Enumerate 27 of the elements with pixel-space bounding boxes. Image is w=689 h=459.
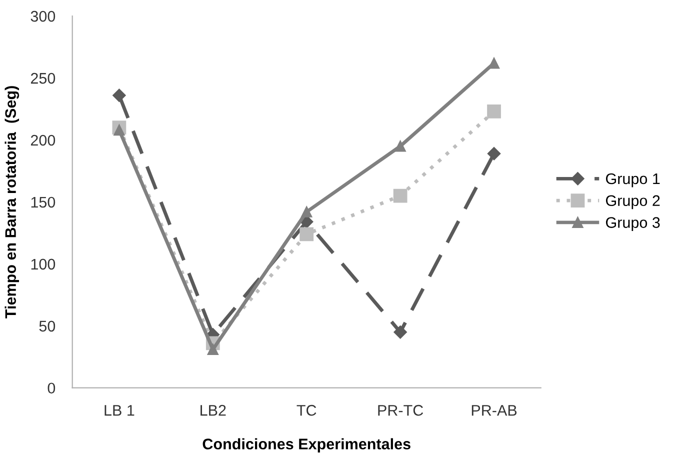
legend-label: Grupo 1 — [606, 173, 660, 188]
x-tick-label: LB 1 — [104, 405, 134, 416]
x-tick-label: PR-TC — [378, 404, 424, 416]
point — [394, 326, 407, 339]
y-tick-label: 300 — [30, 10, 56, 22]
y-tick-label: 100 — [31, 258, 56, 270]
x-tick-label: LB2 — [200, 404, 226, 416]
y-axis-title: Tiempo en Barra rotatoria (Seg) — [4, 86, 20, 318]
legend-label: Grupo 3 — [606, 217, 660, 231]
x-tick-label: TC — [296, 404, 316, 416]
point — [393, 188, 408, 203]
point — [487, 104, 501, 118]
point — [301, 206, 312, 218]
point — [114, 124, 125, 136]
point — [112, 88, 126, 102]
point — [394, 140, 406, 152]
y-tick-label: 150 — [31, 196, 56, 208]
y-tick-label: 250 — [30, 72, 56, 84]
legend-label: Grupo 2 — [606, 195, 660, 210]
x-axis-title: Condiciones Experimentales — [202, 438, 410, 452]
y-tick-label: 200 — [30, 134, 56, 146]
y-tick-label: 0 — [48, 382, 56, 394]
y-tick-label: 50 — [39, 320, 56, 332]
point — [207, 344, 218, 355]
x-tick-label: PR-AB — [472, 405, 517, 416]
point — [487, 147, 501, 160]
point — [300, 227, 314, 242]
